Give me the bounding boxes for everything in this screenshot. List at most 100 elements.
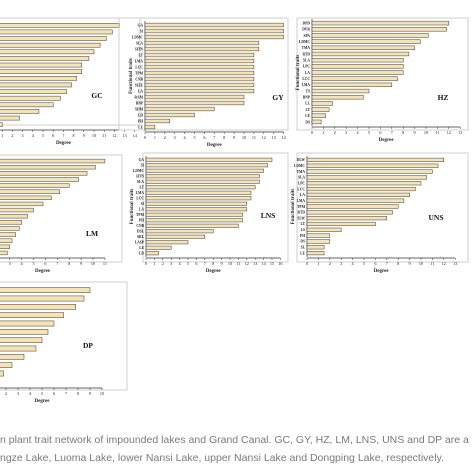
- x-tick-label: 7: [56, 261, 58, 266]
- x-tick-label: 10: [242, 135, 246, 140]
- category-label: BNP: [136, 101, 144, 105]
- bar: [145, 251, 159, 256]
- bar: [0, 42, 101, 48]
- x-tick-label: 1: [1, 133, 3, 138]
- x-tick-label: 2: [164, 135, 166, 140]
- bar: [0, 115, 20, 121]
- x-tick-label: 14: [282, 135, 287, 140]
- bar: [144, 106, 215, 112]
- category-label: DVR: [302, 28, 310, 32]
- category-label: LD: [139, 251, 144, 255]
- x-tick-label: 10: [100, 391, 104, 396]
- panel-frame: [0, 17, 141, 126]
- x-tick-label: 11: [103, 261, 107, 266]
- bar: [311, 57, 404, 63]
- bar: [306, 239, 331, 244]
- category-label: LMA: [135, 59, 144, 63]
- bar: [0, 337, 43, 344]
- x-tick-label: 3: [9, 261, 11, 266]
- x-tick-label: 2: [11, 133, 13, 138]
- bar: [311, 107, 330, 112]
- category-label: LT: [139, 53, 144, 57]
- panel-label: HZ: [438, 93, 449, 102]
- panel-label: LNS: [261, 211, 276, 220]
- bar: [306, 221, 376, 227]
- x-axis-title: Degree: [207, 143, 223, 148]
- bar: [0, 345, 37, 352]
- x-tick-label: 8: [402, 130, 404, 135]
- x-tick-label: 10: [424, 130, 428, 135]
- bar: [0, 89, 67, 94]
- x-tick-label: 1: [154, 135, 156, 140]
- bar: [145, 185, 256, 190]
- bar: [0, 304, 76, 310]
- x-tick-label: 13: [123, 133, 127, 138]
- chart-panel-lns: GASILDMCHTNSLALTLMALCCSILATPMPHCNBDSLSRL…: [130, 152, 289, 274]
- bar: [144, 58, 255, 64]
- bar: [311, 39, 421, 44]
- category-label: LE: [305, 114, 310, 118]
- x-tick-label: 5: [41, 391, 43, 396]
- x-tick-label: 11: [252, 135, 256, 140]
- category-label: LA: [139, 207, 144, 211]
- x-tick-label: 13: [253, 261, 257, 266]
- bar: [0, 312, 64, 319]
- bar: [0, 102, 54, 108]
- bar: [0, 122, 3, 127]
- bar: [306, 204, 399, 209]
- x-tick-label: 5: [32, 261, 34, 266]
- bar: [311, 20, 450, 26]
- category-label: LCC: [302, 77, 310, 81]
- x-tick-label: 12: [262, 135, 266, 140]
- bar: [0, 214, 28, 219]
- x-tick-label: 8: [397, 261, 399, 266]
- x-tick-label: 7: [391, 130, 393, 135]
- bar: [311, 95, 364, 100]
- bar: [145, 245, 172, 250]
- bar: [306, 251, 325, 256]
- panel-frame: [142, 152, 289, 263]
- bar: [306, 216, 388, 221]
- bar: [144, 28, 284, 34]
- panel-frame: [0, 154, 123, 263]
- bar: [0, 158, 106, 164]
- category-label: LCC: [135, 65, 143, 69]
- x-tick-label: 7: [65, 391, 67, 396]
- bar: [311, 88, 370, 94]
- x-tick-label: 10: [228, 261, 232, 266]
- x-tick-label: 7: [386, 261, 388, 266]
- bar: [0, 370, 4, 377]
- category-label: GA: [139, 158, 145, 162]
- category-label: LA: [300, 193, 305, 197]
- category-label: LD: [138, 113, 143, 117]
- bar: [0, 250, 8, 256]
- panel-label: DP: [83, 341, 93, 350]
- category-label: LMA: [136, 191, 145, 195]
- bar: [0, 177, 79, 182]
- bar: [0, 171, 88, 176]
- category-label: LMA: [302, 83, 311, 87]
- category-label: RTD: [303, 52, 311, 56]
- category-label: LL: [305, 102, 310, 106]
- bar: [311, 70, 404, 75]
- category-label: TMA: [297, 170, 306, 174]
- category-label: PH: [139, 218, 144, 222]
- category-label: SRL: [137, 235, 145, 239]
- x-tick-label: 5: [187, 261, 189, 266]
- x-tick-label: 3: [170, 261, 172, 266]
- x-tick-label: 13: [458, 130, 462, 135]
- x-tick-label: 0: [145, 261, 147, 266]
- x-tick-label: 12: [442, 261, 446, 266]
- x-tick-label: 7: [62, 133, 64, 138]
- x-tick-label: 8: [223, 135, 225, 140]
- category-label: TPM: [136, 213, 145, 217]
- x-tick-label: 9: [83, 133, 85, 138]
- x-tick-label: 6: [379, 130, 381, 135]
- category-label: LCC: [297, 187, 305, 191]
- bar: [0, 195, 52, 200]
- panel-frame: [0, 281, 128, 391]
- panel-frame: [296, 17, 469, 131]
- category-label: TPM: [297, 205, 306, 209]
